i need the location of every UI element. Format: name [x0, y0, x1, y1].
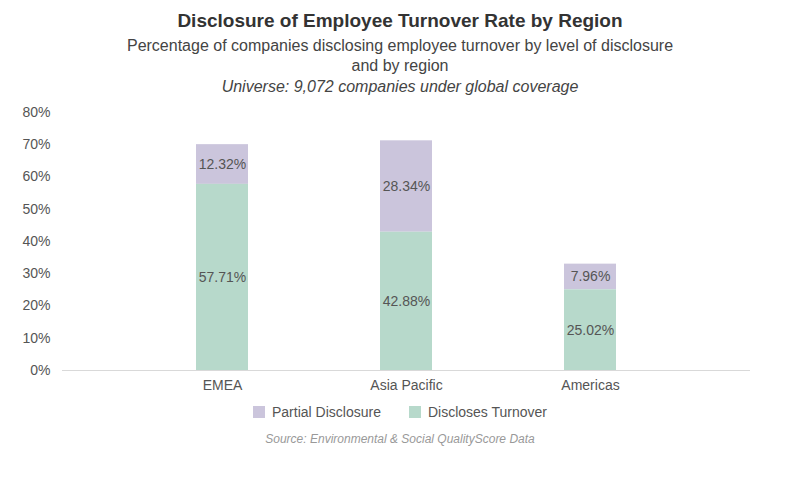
svg-text:60%: 60%	[22, 168, 50, 184]
svg-text:40%: 40%	[22, 233, 50, 249]
html-text:Disclosure of Employee Turnove: Disclosure of Employee Turnover Rate by …	[177, 10, 623, 31]
html-text:Partial Disclosure: Partial Disclosure	[272, 404, 381, 420]
svg-text:42.88%: 42.88%	[383, 293, 430, 309]
svg-text:10%: 10%	[22, 330, 50, 346]
svg-text:20%: 20%	[22, 297, 50, 313]
html-text:Percentage of companies disclo: Percentage of companies disclosing emplo…	[127, 37, 673, 74]
svg-text:80%: 80%	[22, 104, 50, 120]
svg-text:25.02%: 25.02%	[567, 322, 614, 338]
svg-text:Americas: Americas	[561, 377, 619, 393]
html-text:Source: Environmental & Social: Source: Environmental & Social QualitySc…	[265, 432, 535, 446]
svg-text:EMEA: EMEA	[203, 377, 243, 393]
svg-text:57.71%: 57.71%	[199, 269, 246, 285]
svg-text:28.34%: 28.34%	[383, 178, 430, 194]
svg-text:7.96%: 7.96%	[571, 268, 611, 284]
svg-text:50%: 50%	[22, 201, 50, 217]
svg-text:30%: 30%	[22, 265, 50, 281]
svg-text:Asia Pacific: Asia Pacific	[370, 377, 442, 393]
svg-text:70%: 70%	[22, 136, 50, 152]
html-text:Universe: 9,072 companies unde: Universe: 9,072 companies under global c…	[221, 78, 579, 95]
svg-text:12.32%: 12.32%	[199, 156, 246, 172]
svg-text:0%: 0%	[30, 362, 50, 378]
html-text:Discloses Turnover: Discloses Turnover	[427, 404, 547, 420]
